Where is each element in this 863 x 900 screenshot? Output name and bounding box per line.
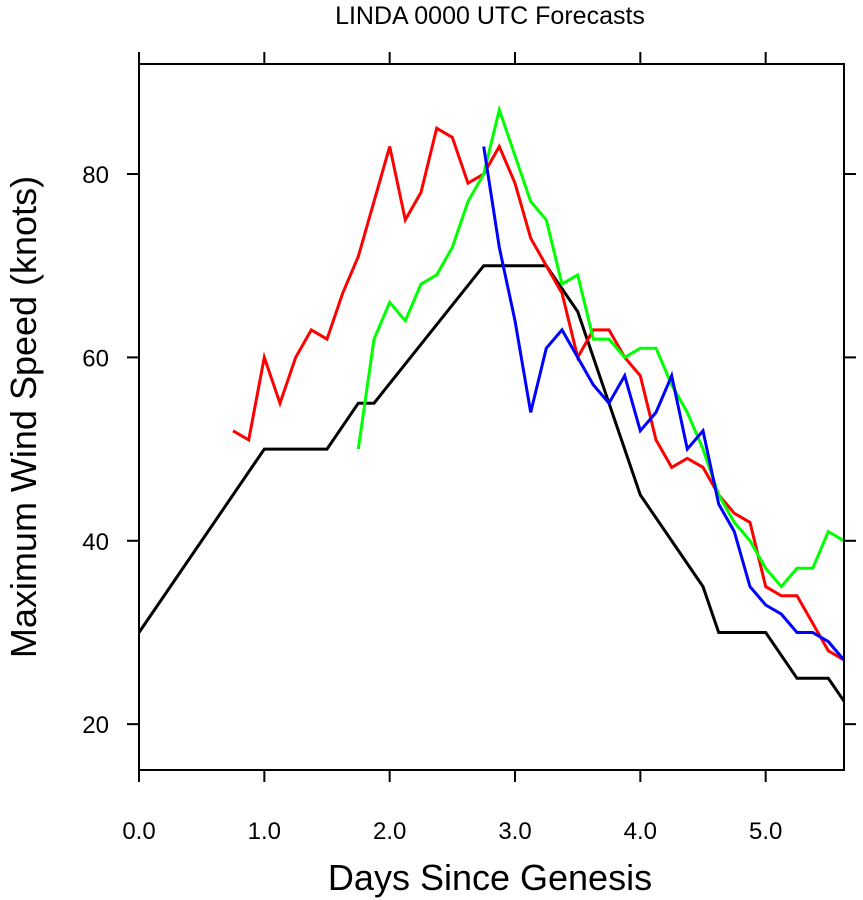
y-tick-label: 80 bbox=[82, 162, 109, 189]
black-line-series bbox=[137, 264, 846, 703]
x-tick-label: 4.0 bbox=[624, 818, 657, 845]
y-tick-label: 60 bbox=[82, 345, 109, 372]
axis-ticks: 0.0 1.0 2.0 3.0 4.0 5.0 20 40 60 80 bbox=[82, 52, 856, 845]
chart-title: LINDA 0000 UTC Forecasts bbox=[335, 2, 645, 30]
plot-area bbox=[137, 104, 846, 703]
green-line-series bbox=[356, 104, 845, 589]
x-tick-label: 3.0 bbox=[498, 818, 531, 845]
x-axis-label: Days Since Genesis bbox=[328, 857, 652, 898]
x-tick-label: 2.0 bbox=[373, 818, 406, 845]
y-axis-label: Maximum Wind Speed (knots) bbox=[3, 176, 44, 658]
plot-frame bbox=[138, 63, 845, 771]
y-tick-label: 40 bbox=[82, 529, 109, 556]
y-tick-label: 20 bbox=[82, 712, 109, 739]
x-tick-label: 5.0 bbox=[749, 818, 782, 845]
red-line-series bbox=[232, 125, 845, 662]
x-tick-label: 1.0 bbox=[248, 818, 281, 845]
x-tick-label: 0.0 bbox=[122, 818, 155, 845]
blue-line-series bbox=[482, 146, 846, 661]
